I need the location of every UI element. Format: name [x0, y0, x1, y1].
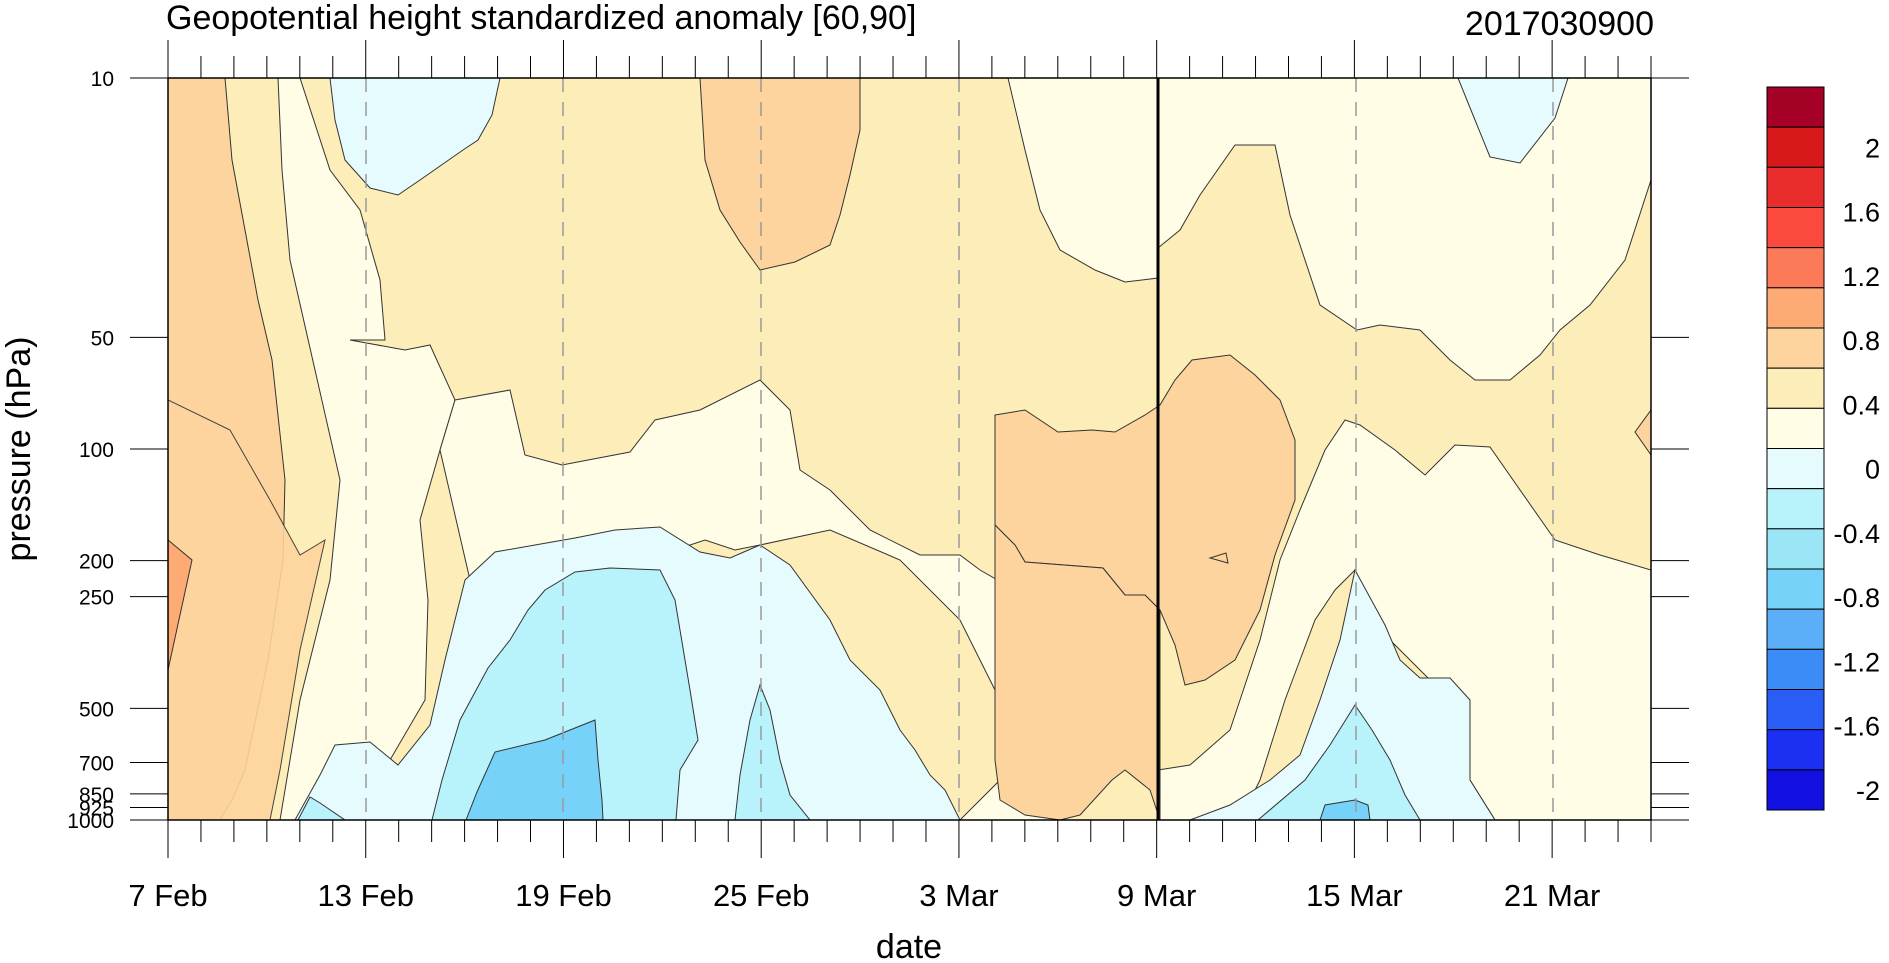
chart-title: Geopotential height standardized anomaly…	[166, 0, 916, 37]
colorbar-segment	[1766, 528, 1825, 570]
colorbar-segment	[1766, 608, 1825, 650]
anomaly-region-strong-negative-right	[1319, 799, 1371, 820]
colorbar-segment	[1766, 407, 1825, 450]
colorbar-label: -1.2	[1833, 647, 1880, 677]
anomaly-region-positive-outer	[168, 399, 326, 820]
colorbar-segment	[1766, 367, 1825, 409]
run-date-label: 2017030900	[1465, 5, 1654, 43]
colorbar-segment	[1766, 126, 1825, 168]
x-tick-label: 19 Feb	[515, 878, 612, 913]
y-tick-label: 850	[79, 784, 114, 807]
colorbar	[1766, 86, 1825, 811]
anomaly-region-positive-top-center	[699, 78, 861, 271]
colorbar-segment	[1766, 287, 1825, 329]
colorbar-segment	[1766, 86, 1825, 128]
colorbar-label: 1.2	[1842, 262, 1880, 292]
colorbar-segment	[1766, 729, 1825, 771]
y-tick-label: 10	[91, 68, 114, 91]
colorbar-segment	[1766, 568, 1825, 610]
colorbar-segment	[1766, 648, 1825, 690]
y-tick-label: 100	[79, 439, 114, 462]
colorbar-label: -0.8	[1833, 583, 1880, 613]
anomaly-region-near-zero-lower-right	[1157, 419, 1651, 820]
y-tick-label: 500	[79, 698, 114, 721]
y-axis-title: pressure (hPa)	[0, 337, 38, 562]
y-tick-label: 925	[79, 797, 114, 820]
colorbar-segment	[1766, 207, 1825, 249]
colorbar-segment	[1766, 247, 1825, 289]
x-tick-label: 7 Feb	[128, 878, 207, 913]
y-tick-label: 50	[91, 327, 114, 350]
colorbar-segment	[1766, 689, 1825, 731]
colorbar-segment	[1766, 448, 1825, 490]
colorbar-labels: 2 1.6 1.2 0.8 0.4 0 -0.4 -0.8 -1.2 -1.6 -2	[1833, 133, 1880, 806]
colorbar-label: 0	[1865, 455, 1880, 485]
anomaly-region-negative-top-left	[329, 78, 501, 196]
colorbar-segment	[1766, 769, 1825, 811]
y-axis-ticks	[130, 77, 1689, 821]
anomaly-region-positive-center-bottom	[994, 523, 1161, 820]
colorbar-label: -1.6	[1833, 712, 1880, 742]
anomaly-region-small-closed-contour	[1208, 552, 1229, 564]
anomaly-region-negative-top-right	[1457, 78, 1569, 164]
x-axis-tick-labels: 7 Feb 13 Feb 19 Feb 25 Feb 3 Mar 9 Mar 15 Mar 2…	[128, 878, 1600, 913]
x-axis-title: date	[876, 928, 942, 963]
colorbar-label: 0.4	[1842, 390, 1880, 420]
colorbar-label: 1.6	[1842, 198, 1880, 228]
anomaly-region-moderate-negative-2	[734, 683, 811, 820]
x-tick-label: 25 Feb	[713, 878, 810, 913]
x-tick-label: 3 Mar	[919, 878, 998, 913]
y-tick-label: 200	[79, 551, 114, 574]
anomaly-region-moderate-negative-right	[1257, 704, 1421, 820]
x-tick-label: 15 Mar	[1306, 878, 1402, 913]
anomaly-region-strong-negative	[465, 719, 604, 820]
anomaly-region-positive-right-edge	[1634, 409, 1651, 456]
x-tick-label: 13 Feb	[317, 878, 414, 913]
date-gridlines	[365, 78, 1554, 820]
colorbar-label: 2	[1865, 133, 1880, 163]
colorbar-label: -0.4	[1833, 519, 1880, 549]
y-tick-label: 250	[79, 587, 114, 610]
anomaly-region-negative-bottom-right	[1189, 568, 1496, 820]
colorbar-label: -2	[1856, 776, 1880, 806]
x-tick-label: 21 Mar	[1504, 878, 1600, 913]
colorbar-segment	[1766, 327, 1825, 369]
anomaly-region-strong-positive	[168, 539, 193, 671]
x-axis-ticks	[167, 40, 1652, 858]
anomaly-region-moderate-negative-3	[297, 796, 346, 820]
x-tick-label: 9 Mar	[1117, 878, 1196, 913]
colorbar-segment	[1766, 166, 1825, 208]
y-tick-label: 700	[79, 753, 114, 776]
colorbar-segment	[1766, 488, 1825, 530]
contour-fill-layer	[168, 78, 1651, 820]
colorbar-label: 0.8	[1842, 326, 1880, 356]
y-tick-label: 1000	[67, 810, 114, 833]
